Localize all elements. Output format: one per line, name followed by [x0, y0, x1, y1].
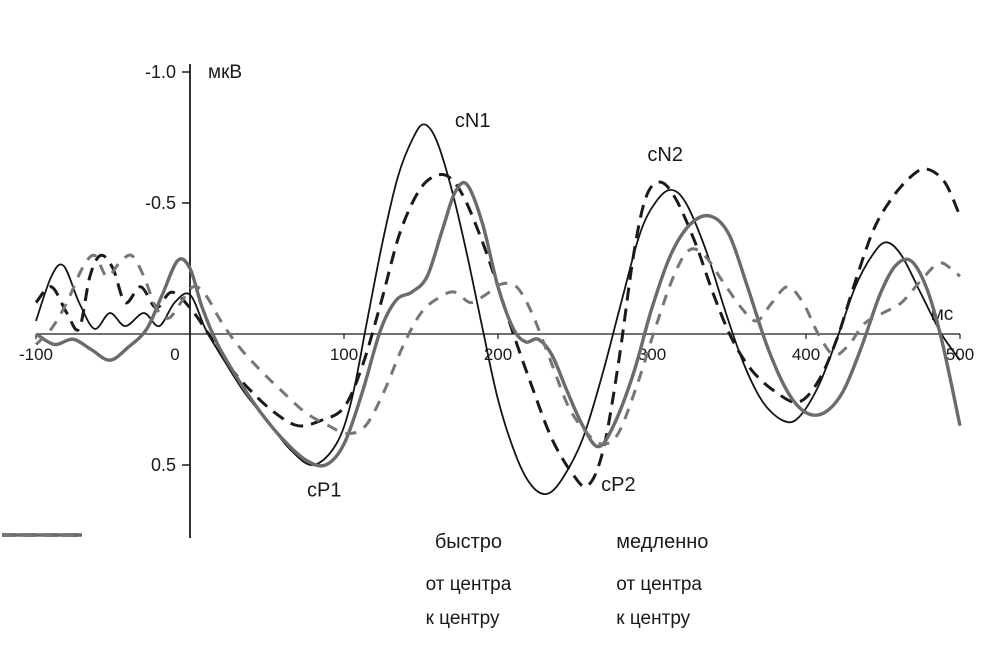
legend-line-dashed-gray-icon	[2, 533, 82, 537]
y-tick-label: -0.5	[145, 193, 176, 213]
legend-entry: от центра	[2, 534, 512, 602]
legend-entry-label: от центра	[425, 574, 512, 595]
component-label-cP2: cP2	[601, 474, 635, 496]
legend-group-fast: быстро от центра к центру	[2, 531, 512, 636]
legend-entry: к центру	[2, 533, 708, 636]
series-curve-solid	[35, 123, 961, 495]
legend-entry-label: к центру	[616, 608, 691, 629]
x-tick-label: 400	[792, 345, 820, 364]
legend-entry: к центру	[2, 533, 512, 636]
y-axis-unit-label: мкВ	[208, 62, 242, 83]
legend-entry: от центра	[2, 533, 708, 602]
x-tick-label: 0	[170, 345, 179, 364]
x-tick-label: 100	[330, 345, 358, 364]
y-tick-label: -1.0	[145, 62, 176, 82]
series-curve-dashed	[34, 247, 962, 446]
y-tick-label: 0.5	[151, 455, 176, 475]
legend-entry-label: к центру	[425, 608, 500, 629]
x-tick-label: 200	[484, 345, 512, 364]
legend-entry-label: от центра	[616, 574, 702, 595]
legend-group-title: медленно	[616, 531, 709, 553]
legend-group-slow: медленно от центра к центру	[2, 531, 709, 636]
component-label-cN2: cN2	[647, 144, 683, 166]
x-tick-label: -100	[19, 345, 53, 364]
component-label-cN1: cN1	[455, 110, 491, 132]
series-curve-dashed	[34, 167, 962, 489]
component-label-cP1: cP1	[307, 479, 341, 501]
legend-group-title: быстро	[434, 531, 503, 553]
legend: быстро от центра к центру медленно от	[0, 531, 1004, 636]
series-curve-solid	[35, 180, 962, 468]
